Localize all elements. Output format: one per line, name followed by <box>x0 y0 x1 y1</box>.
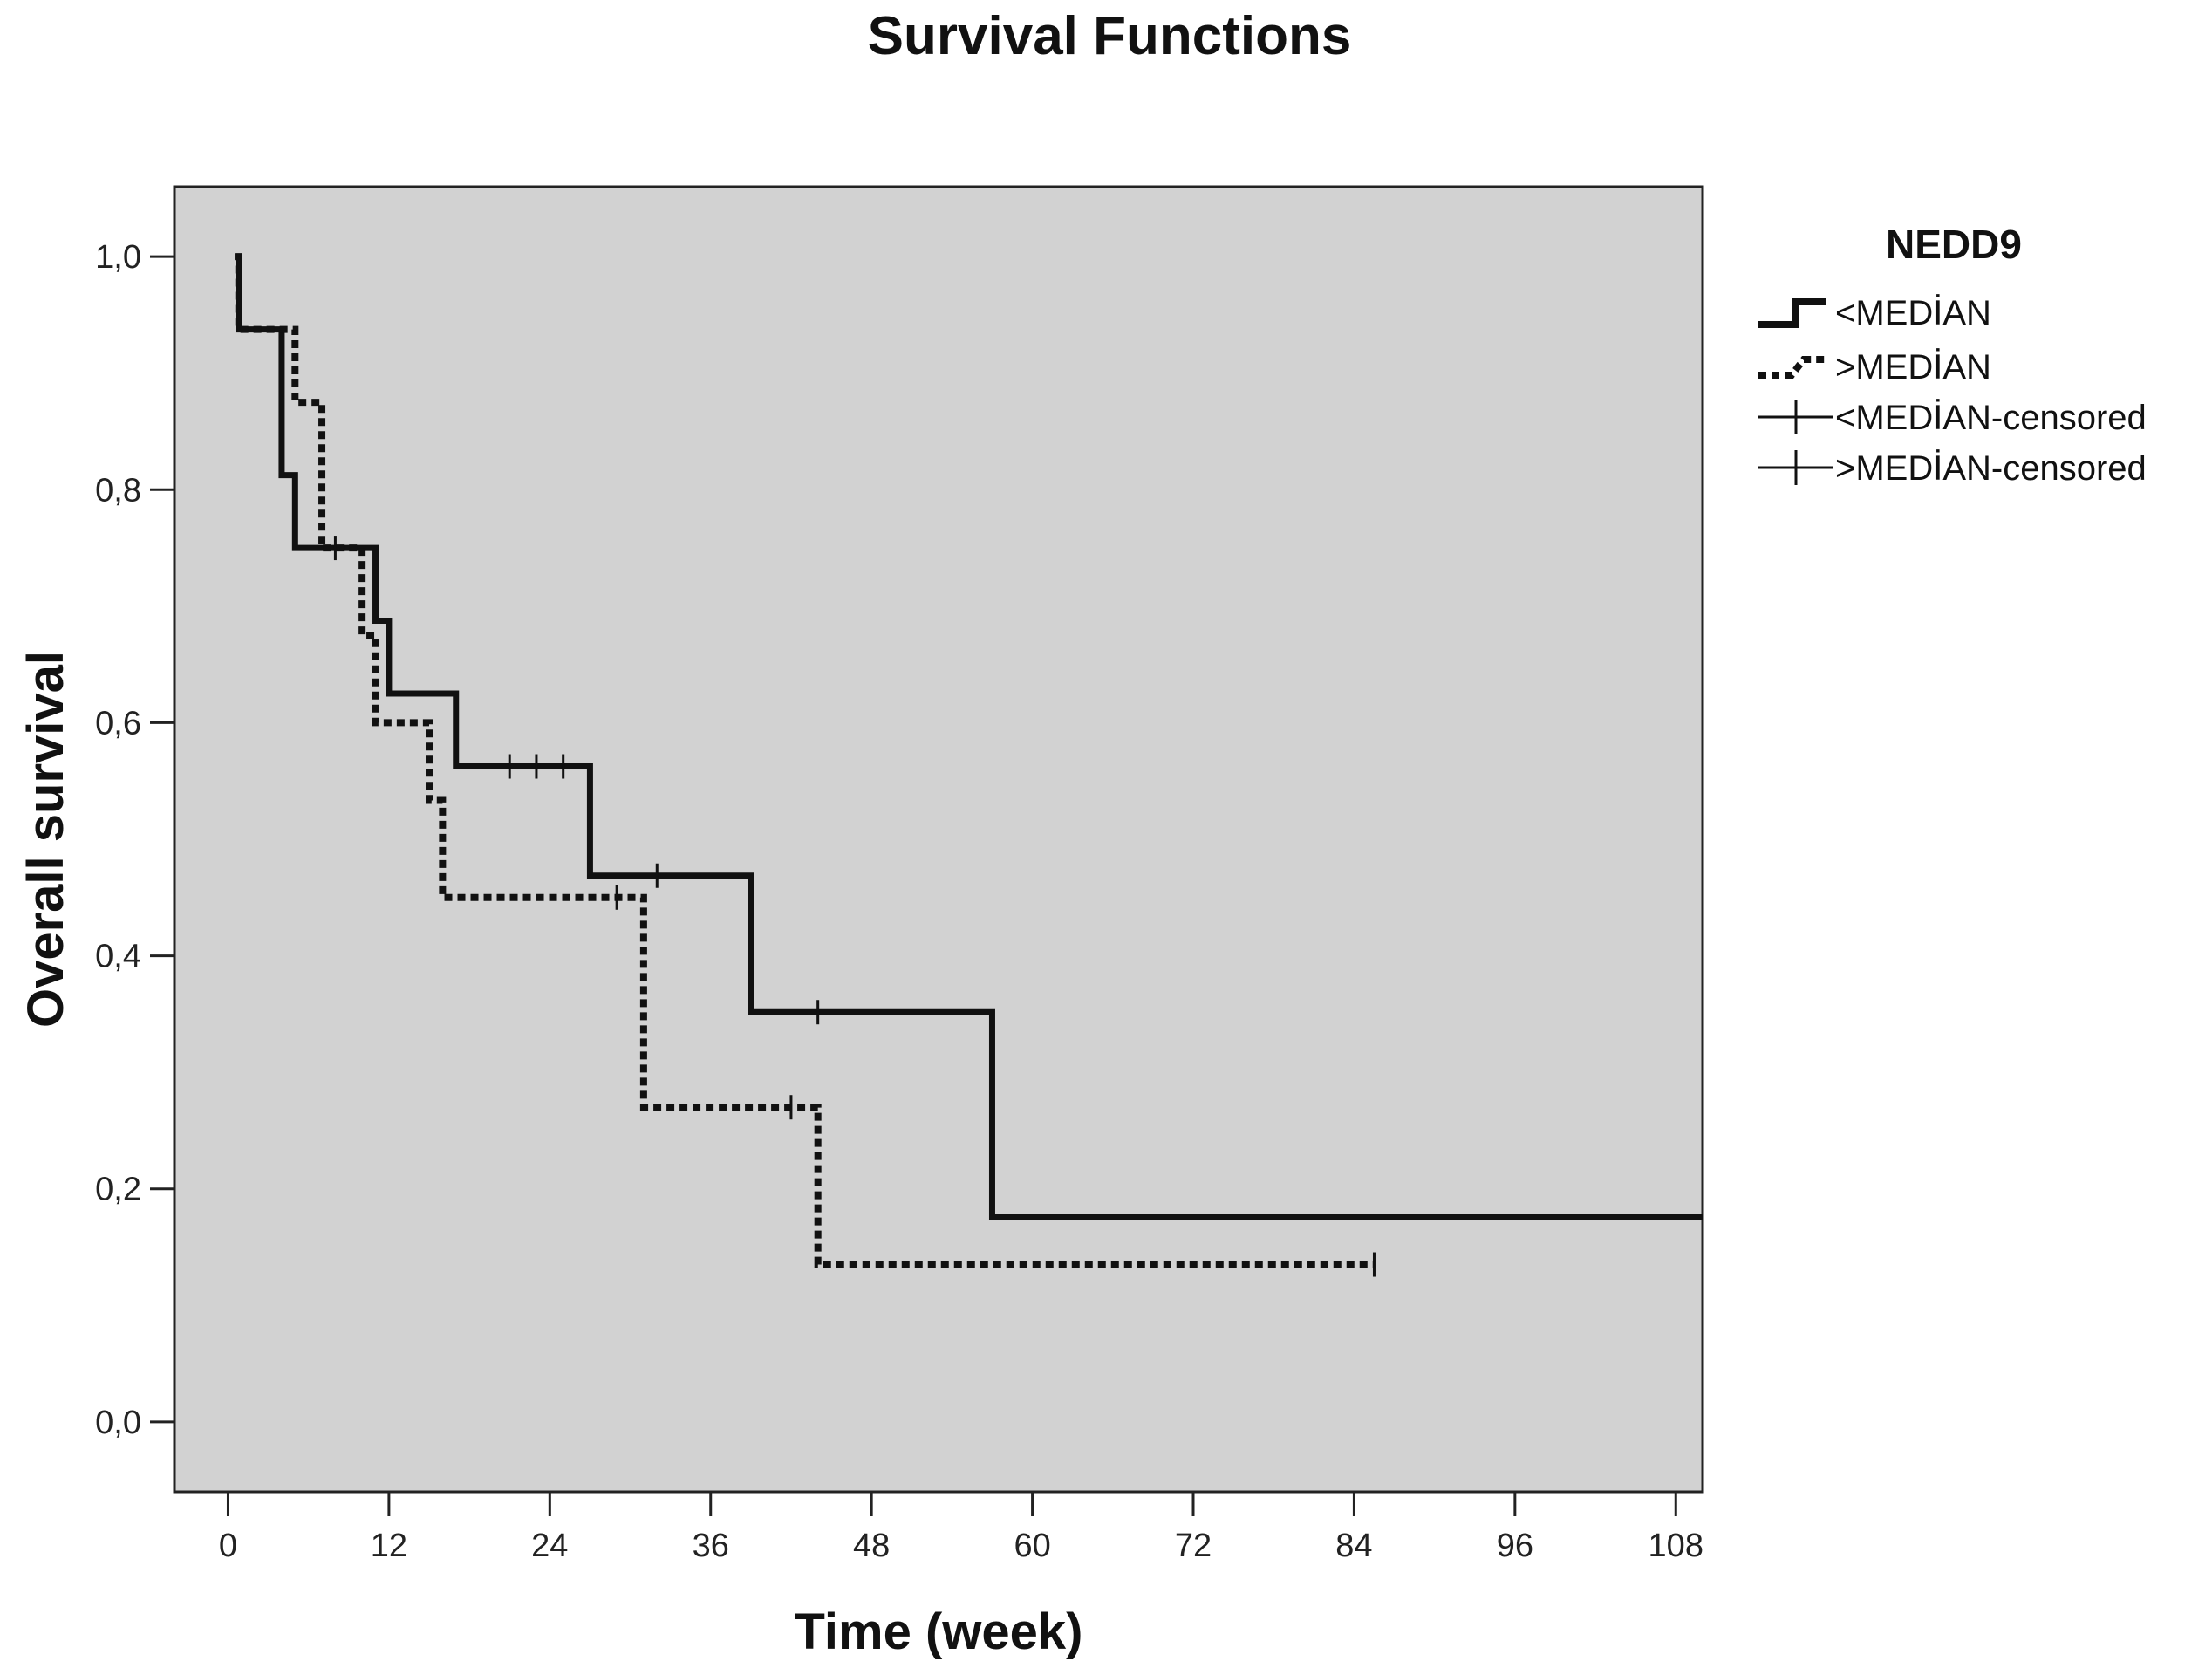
y-tick-label: 0,6 <box>95 705 141 742</box>
x-axis-label: Time (week) <box>795 1603 1083 1660</box>
chart-title: Survival Functions <box>868 6 1352 66</box>
y-axis-label: Overall survival <box>17 651 74 1028</box>
x-tick-label: 48 <box>853 1528 890 1564</box>
y-tick-label: 1,0 <box>95 239 141 276</box>
y-axis-ticks: 0,0 0,2 0,4 0,6 0,8 1,0 <box>95 239 174 1441</box>
legend-entry-label: >MEDİAN <box>1835 347 1991 386</box>
legend-entry-label: <MEDİAN-censored <box>1835 398 2147 437</box>
x-tick-label: 108 <box>1649 1528 1703 1564</box>
x-tick-label: 72 <box>1175 1528 1212 1564</box>
legend-entry-label: >MEDİAN-censored <box>1835 448 2147 488</box>
legend-title: NEDD9 <box>1886 222 2022 267</box>
series-line-1 <box>235 253 1375 1268</box>
legend-swatch-solid <box>1758 298 1826 328</box>
legend-swatch-dotted <box>1758 356 1826 379</box>
y-tick-label: 0,8 <box>95 472 141 509</box>
y-tick-label: 0,0 <box>95 1405 141 1441</box>
x-tick-label: 12 <box>371 1528 407 1564</box>
legend-entry-label: <MEDİAN <box>1835 293 1991 332</box>
y-tick-label: 0,2 <box>95 1172 141 1208</box>
x-tick-label: 24 <box>531 1528 568 1564</box>
y-tick-label: 0,4 <box>95 939 141 975</box>
x-tick-label: 60 <box>1014 1528 1050 1564</box>
x-tick-label: 0 <box>219 1528 237 1564</box>
series-layer <box>235 253 1703 1277</box>
plot-area <box>173 185 1704 1494</box>
legend: NEDD9 <MEDİAN >MEDİAN <MEDİAN-censored >MED… <box>1758 222 2147 488</box>
x-tick-label: 84 <box>1335 1528 1372 1564</box>
x-axis-ticks: 0 12 24 36 48 60 72 84 96 108 <box>219 1492 1703 1564</box>
x-tick-label: 96 <box>1497 1528 1533 1564</box>
x-tick-label: 36 <box>693 1528 729 1564</box>
series-line-0 <box>235 253 1703 1220</box>
